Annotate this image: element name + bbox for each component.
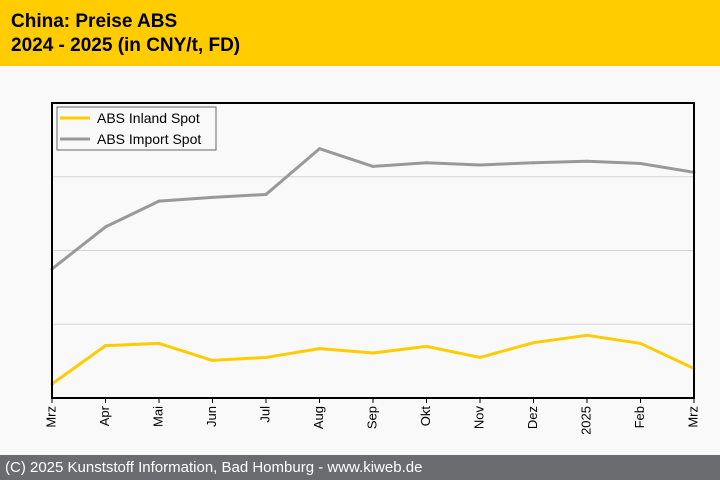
x-tick-label-10: 2025 [578,406,593,435]
x-tick-label-4: Jul [257,406,272,423]
data-point-0-9 [532,341,535,345]
data-point-0-3 [211,358,214,362]
data-point-0-7 [425,344,428,348]
x-tick-label-8: Nov [471,406,486,430]
chart-area: Mrz Apr Mai Jun Jul Aug Sep Okt Nov Dez 2025 Feb Mrz… [0,66,720,454]
x-tick-label-2: Mai [150,406,165,427]
data-point-1-8 [478,163,482,167]
x-tick-label-3: Jun [204,406,219,427]
x-tick-label-12: Mrz [685,406,700,428]
x-tick-label-11: Feb [632,406,647,428]
x-tick-label-7: Okt [418,406,433,427]
legend: ABS Inland Spot ABS Import Spot [56,106,217,151]
gridlines [52,176,694,325]
header-banner: China: Preise ABS 2024 - 2025 (in CNY/t,… [0,0,720,66]
legend-label-1: ABS Import Spot [97,131,201,147]
data-point-0-5 [318,347,321,351]
title-line-2: 2024 - 2025 (in CNY/t, FD) [11,35,241,56]
series-lines [50,147,696,386]
x-axis: Mrz Apr Mai Jun Jul Aug Sep Okt Nov Dez 2025 Feb Mrz [43,398,700,435]
chart-title: China: Preise ABS 2024 - 2025 (in CNY/t,… [11,10,240,58]
x-tick-label-6: Sep [364,406,379,429]
legend-label-0: ABS Inland Spot [97,110,200,126]
data-point-1-10 [585,159,589,163]
x-tick-label-9: Dez [525,406,540,429]
legend-box [56,106,217,151]
title-line-1: China: Preise ABS [11,11,178,32]
data-point-1-1 [104,225,107,229]
data-point-1-3 [211,195,214,199]
data-point-1-5 [318,147,321,151]
x-tick-label-1: Apr [97,405,112,426]
data-point-1-7 [425,161,428,165]
x-tick-label-0: Mrz [43,406,58,428]
x-tick-label-5: Aug [311,406,326,429]
data-point-0-6 [371,351,375,355]
data-point-1-2 [157,199,161,203]
footer-bar: (C) 2025 Kunststoff Information, Bad Hom… [0,455,720,480]
data-point-0-8 [478,355,482,359]
data-point-0-10 [585,333,589,337]
line-chart: Mrz Apr Mai Jun Jul Aug Sep Okt Nov Dez 2025 Feb Mrz… [43,102,700,435]
data-point-0-2 [157,341,161,345]
data-point-1-6 [371,164,375,168]
data-point-1-11 [639,161,642,165]
copyright-text: (C) 2025 Kunststoff Information, Bad Hom… [5,459,423,476]
data-point-0-4 [264,355,268,359]
data-point-0-1 [104,344,107,348]
data-point-0-11 [639,341,642,345]
data-point-1-4 [264,192,268,196]
series-line-abs-inland-spot [51,333,695,386]
data-point-1-9 [532,161,535,165]
